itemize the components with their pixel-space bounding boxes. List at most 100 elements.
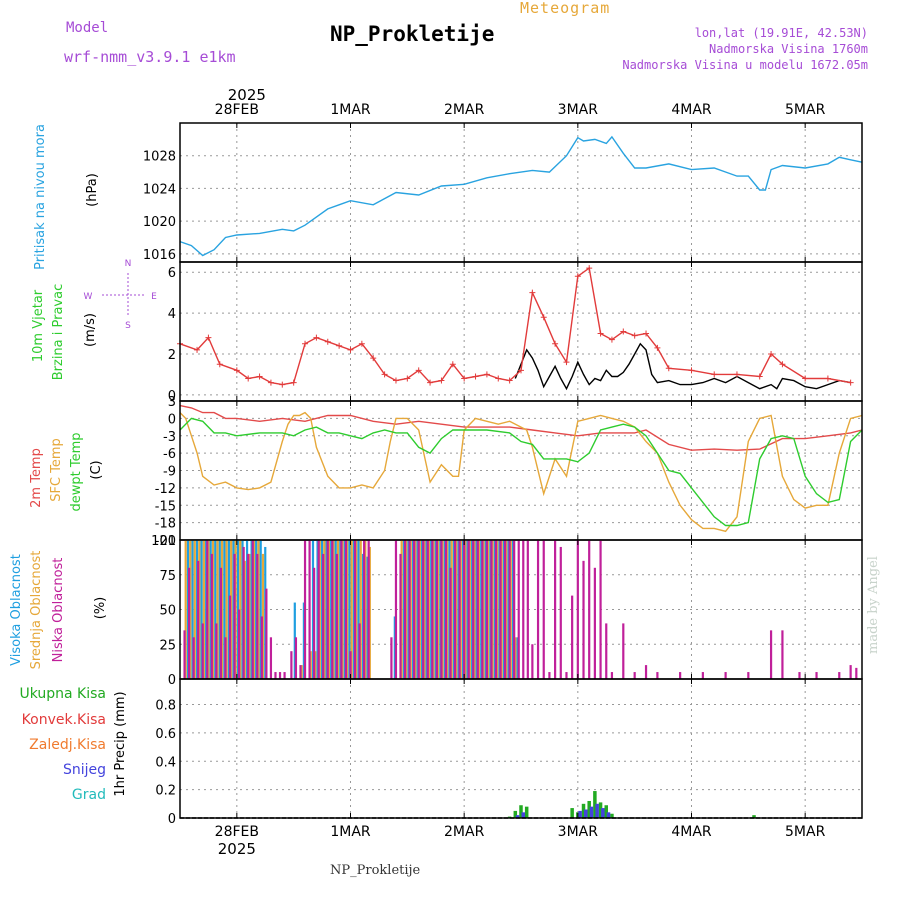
cloud_high-bar	[443, 540, 446, 679]
pressure-ylabel: Pritisak na nivou mora	[33, 124, 48, 270]
chart-title: NP_Prokletije	[330, 22, 495, 46]
cloud_low-bar	[269, 637, 273, 679]
wind-gust-point	[336, 342, 343, 349]
cloud_mid-bar	[341, 540, 344, 679]
cloud_mid-bar	[441, 540, 444, 679]
cloud_mid-bar	[400, 540, 403, 679]
cloud_mid-bar	[414, 540, 417, 679]
cloud_mid-bar	[455, 540, 458, 679]
cloud_mid-bar	[423, 540, 426, 679]
wind-gust-point	[358, 340, 365, 347]
cloud_high-bar	[416, 540, 419, 679]
cloud_low-bar	[274, 672, 277, 679]
cloud_low-bar	[849, 665, 852, 679]
cloud_low-bar	[467, 540, 470, 679]
cloud_low-bar	[317, 540, 320, 679]
cloud_low-bar	[463, 540, 466, 679]
ytick-label: -12	[155, 482, 176, 497]
cloud_low-bar	[656, 672, 659, 679]
cloud_high-bar	[214, 540, 217, 679]
cloud_low-bar	[219, 567, 223, 679]
cloud_low-bar	[224, 637, 227, 679]
location-coordinates: lon,lat (19.91E, 42.53N)	[694, 26, 868, 40]
cloud_high-bar	[325, 540, 328, 679]
cloud_low-bar	[247, 553, 250, 679]
wind-gust-point	[449, 361, 456, 368]
wind-gust-point	[483, 371, 490, 378]
precip_total-bar	[604, 805, 608, 818]
cloud_low-bar	[260, 616, 263, 679]
bottom-axis-year: 2025	[218, 840, 256, 858]
cloud_low-bar	[210, 553, 213, 679]
wind_speed-line	[514, 342, 851, 391]
wind-gust-point	[631, 332, 638, 339]
pressure-line	[179, 135, 863, 257]
wind-gust-point	[472, 373, 479, 380]
cloud_mid-bar	[243, 560, 246, 679]
ytick-label: -6	[163, 447, 176, 462]
cloud-low-label: Niska Oblacnost	[51, 558, 66, 663]
cloud_low-bar	[747, 672, 750, 679]
ytick-label: 0.4	[155, 755, 176, 770]
cloud_mid-bar	[239, 540, 242, 679]
cloud_mid-bar	[405, 540, 408, 679]
cloud_mid-bar	[436, 540, 440, 679]
ytick-label: -15	[155, 499, 176, 514]
precip-panel: 0 0.2 0.4 0.6 0.8 Ukupna Kisa Konvek.Kisa Zaled…	[19, 678, 863, 858]
cloud_mid-bar	[473, 540, 476, 679]
cloud_mid-bar	[261, 553, 265, 679]
cloud_low-bar	[422, 540, 425, 679]
wind-gust-point	[608, 336, 615, 343]
cloud_low-bar	[363, 540, 366, 679]
cloud_mid-bar	[364, 540, 367, 679]
wind-gust-point	[529, 289, 536, 296]
snow-bar	[578, 810, 582, 818]
temp-unit: (C)	[89, 460, 104, 479]
wind_gust-line	[179, 266, 851, 386]
ytick-label: 25	[159, 638, 176, 653]
wind-gust-point	[205, 334, 212, 341]
cloud_high-bar	[507, 540, 510, 679]
cloud_low-bar	[548, 672, 551, 679]
wind-gust-point	[427, 379, 434, 386]
wind-gust-point	[711, 371, 718, 378]
cloud_low-bar	[303, 540, 307, 679]
precip-ylabel: 1hr Precip (mm)	[113, 691, 128, 796]
wind-gust-point	[381, 371, 388, 378]
cloud_high-bar	[330, 540, 333, 679]
wind-gust-point	[324, 338, 331, 345]
compass-north-label: N	[125, 259, 132, 269]
cloud_low-bar	[394, 540, 398, 679]
cloud-high-label: Visoka Oblacnost	[9, 554, 24, 666]
meteogram-label: Meteogram	[520, 0, 611, 17]
top-axis-date: 4MAR	[671, 102, 712, 118]
cloud_high-bar	[393, 616, 396, 679]
ytick-label: 1020	[143, 215, 176, 230]
wind-gust-point	[518, 367, 524, 374]
cloud_high-bar	[498, 540, 501, 679]
cloud_low-bar	[582, 560, 585, 679]
wind-gust-point	[688, 367, 695, 374]
cloud_mid-bar	[491, 540, 494, 679]
wind-gust-point	[216, 361, 223, 368]
cloud_low-bar	[449, 567, 452, 679]
cloud_high-bar	[209, 540, 212, 679]
station-elevation: Nadmorska Visina 1760m	[709, 42, 868, 56]
cloud_low-bar	[781, 630, 784, 679]
cloud_low-bar	[815, 672, 818, 679]
cloud_low-bar	[769, 630, 773, 679]
cloud_mid-bar	[509, 540, 512, 679]
wind-gust-point	[233, 367, 240, 374]
cloud_low-bar	[481, 540, 484, 679]
cloud_mid-bar	[345, 540, 349, 679]
cloud_mid-bar	[418, 540, 421, 679]
cloud_low-bar	[458, 540, 461, 679]
ytick-label: -9	[163, 465, 176, 480]
cloud_high-bar	[186, 540, 190, 679]
cloud_high-bar	[489, 540, 492, 679]
cloud_high-bar	[452, 540, 456, 679]
wind-gust-point	[756, 373, 763, 380]
wind-frame	[179, 261, 863, 402]
snow-bar	[601, 808, 605, 818]
ytick-label: -18	[155, 517, 176, 532]
